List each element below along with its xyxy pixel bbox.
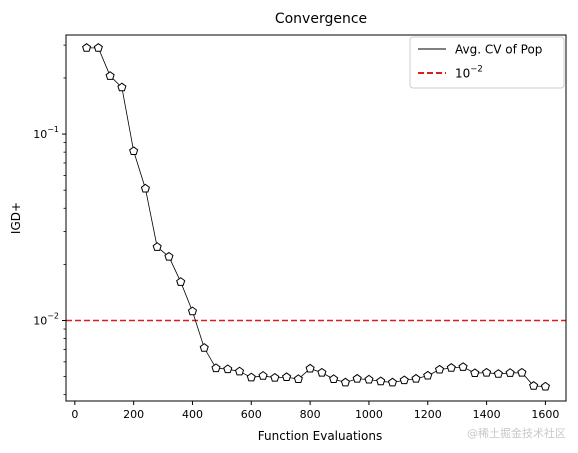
data-point-marker [329, 374, 339, 383]
series-line [86, 47, 546, 387]
data-point-marker [470, 368, 480, 378]
data-point-marker [482, 367, 492, 377]
y-axis-ticks: 10−110−2 [33, 44, 66, 396]
data-point-marker [517, 367, 527, 377]
x-tick-label: 1000 [355, 408, 383, 421]
y-tick-label-base: 10 [33, 128, 47, 141]
legend: Avg. CV of Pop 10−2 [409, 36, 565, 89]
data-point-marker [352, 373, 362, 383]
x-axis-label: Function Evaluations [258, 429, 382, 443]
data-point-marker [152, 242, 162, 251]
data-point-marker [399, 375, 409, 385]
y-tick-label: 10−2 [33, 312, 59, 328]
y-tick-label-exponent: −1 [47, 125, 59, 134]
x-tick-label: 600 [241, 408, 262, 421]
legend-reference-base: 10 [455, 67, 470, 81]
data-point-marker [211, 363, 221, 373]
data-point-marker [223, 364, 233, 374]
y-tick-label: 10−1 [33, 125, 59, 141]
data-point-marker [282, 372, 292, 382]
data-point-marker [105, 71, 115, 80]
y-tick-label-base: 10 [33, 315, 47, 328]
data-point-marker [199, 343, 209, 352]
x-tick-label: 1600 [531, 408, 559, 421]
legend-reference-label: 10−2 [455, 65, 483, 81]
data-point-marker [340, 377, 350, 387]
data-point-marker [117, 82, 127, 92]
x-tick-label: 800 [300, 408, 321, 421]
data-point-marker [529, 381, 539, 390]
data-point-marker [246, 372, 256, 382]
data-point-marker [140, 183, 150, 193]
x-tick-label: 0 [71, 408, 78, 421]
data-point-marker [364, 374, 374, 384]
data-point-marker [540, 381, 550, 391]
data-point-marker [82, 43, 92, 52]
x-tick-label: 1400 [473, 408, 501, 421]
watermark: @稀土掘金技术社区 [467, 426, 566, 440]
data-point-marker [387, 377, 398, 387]
series-layer [82, 43, 550, 391]
data-point-marker [446, 363, 456, 372]
data-point-marker [505, 368, 515, 377]
x-tick-label: 1200 [414, 408, 442, 421]
chart-title: Convergence [275, 11, 367, 27]
data-point-marker [293, 374, 303, 383]
data-point-marker [129, 146, 139, 156]
data-point-marker [434, 364, 445, 374]
data-point-marker [493, 369, 503, 378]
legend-box [409, 36, 565, 89]
data-point-marker [305, 363, 315, 373]
x-tick-label: 400 [182, 408, 203, 421]
data-point-marker [317, 367, 327, 377]
y-tick-label-exponent: −2 [47, 312, 59, 321]
x-tick-label: 200 [123, 408, 144, 421]
data-point-marker [270, 372, 280, 382]
data-point-marker [164, 251, 174, 261]
data-point-marker [93, 43, 103, 52]
legend-reference-exponent: −2 [470, 65, 483, 75]
data-point-marker [376, 376, 386, 386]
plot-frame [65, 34, 567, 402]
y-axis-label: IGD+ [9, 202, 23, 234]
data-point-marker [234, 366, 245, 376]
data-point-marker [187, 306, 198, 316]
data-point-marker [458, 362, 468, 371]
x-axis-ticks: 0 200 400 600 800 1000 1200 1400 1600 [71, 401, 559, 421]
data-point-marker [176, 277, 186, 286]
data-point-marker [423, 370, 433, 380]
legend-series-label: Avg. CV of Pop [455, 43, 542, 57]
data-point-marker [411, 373, 421, 383]
data-point-marker [258, 371, 268, 380]
